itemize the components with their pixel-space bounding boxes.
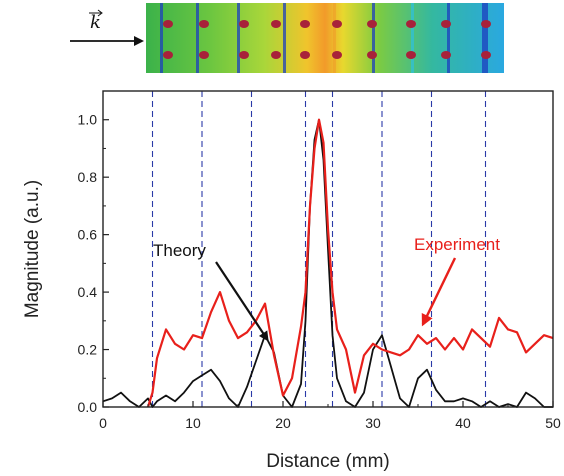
scatterer-dot-5-1	[332, 51, 342, 59]
scatterer-dot-1-0	[199, 20, 209, 28]
y-tick-label-1: 0.2	[78, 342, 98, 358]
wave-vector-label: k	[90, 12, 101, 33]
scatterer-dot-2-1	[239, 51, 249, 59]
field-band-5	[372, 3, 375, 73]
field-band-7	[447, 3, 450, 73]
y-tick-label-5: 1.0	[78, 112, 98, 128]
annotation-theory: Theory	[153, 241, 206, 260]
scatterer-dot-6-1	[367, 51, 377, 59]
scatterer-dot-9-0	[481, 20, 491, 28]
field-band-3	[283, 3, 286, 73]
scatterer-dot-3-0	[271, 20, 281, 28]
y-tick-label-2: 0.4	[78, 284, 98, 300]
scatterer-dot-0-0	[163, 20, 173, 28]
x-tick-label-1: 10	[185, 415, 201, 431]
x-tick-label-0: 0	[99, 415, 107, 431]
scatterer-dot-9-1	[481, 51, 491, 59]
field-band-0	[160, 3, 163, 73]
scatterer-dot-8-1	[441, 51, 451, 59]
scatterer-dot-4-1	[300, 51, 310, 59]
y-axis-ticks: 0.0 0.2 0.4 0.6 0.8 1.0	[78, 90, 109, 415]
field-band-6	[411, 3, 414, 73]
x-tick-label-5: 50	[545, 415, 561, 431]
annotation-theory-arrow	[215, 261, 269, 342]
dashed-reference-lines	[151, 91, 487, 407]
y-tick-label-4: 0.8	[78, 169, 98, 185]
scatterer-dot-2-0	[239, 20, 249, 28]
field-map-inset: k	[70, 3, 504, 73]
scatterer-dot-6-0	[367, 20, 377, 28]
annotation-experiment-arrow	[421, 257, 457, 327]
x-tick-label-4: 40	[455, 415, 471, 431]
scatterer-dot-8-0	[441, 20, 451, 28]
annotations: Theory Experiment	[153, 235, 500, 342]
plot-area: 0 10 20 30 40 50 0.0 0.2 0.4 0.6 0.8 1.0	[78, 90, 561, 431]
field-map-bands	[160, 3, 488, 73]
series-theory-line	[102, 118, 553, 408]
scatterer-dot-4-0	[300, 20, 310, 28]
field-band-1	[196, 3, 199, 73]
y-axis-title: Magnitude (a.u.)	[22, 180, 43, 318]
wave-vector-overbar-head	[97, 9, 103, 17]
field-map	[146, 3, 504, 73]
x-tick-label-2: 20	[275, 415, 291, 431]
scatterer-dots	[163, 20, 491, 59]
scatterer-dot-3-1	[271, 51, 281, 59]
annotation-experiment: Experiment	[414, 235, 500, 254]
scatterer-dot-7-1	[406, 51, 416, 59]
series-group	[102, 118, 554, 408]
x-axis-title: Distance (mm)	[266, 451, 390, 472]
scatterer-dot-1-1	[199, 51, 209, 59]
field-band-4	[333, 3, 336, 73]
series-experiment-line	[146, 118, 554, 408]
y-tick-label-3: 0.6	[78, 227, 98, 243]
field-band-8	[482, 3, 488, 73]
scatterer-dot-0-1	[163, 51, 173, 59]
scatterer-dot-7-0	[406, 20, 416, 28]
x-axis-ticks: 0 10 20 30 40 50	[99, 401, 561, 431]
y-tick-label-0: 0.0	[78, 399, 98, 415]
field-band-2	[237, 3, 240, 73]
scatterer-dot-5-0	[332, 20, 342, 28]
x-tick-label-3: 30	[365, 415, 381, 431]
